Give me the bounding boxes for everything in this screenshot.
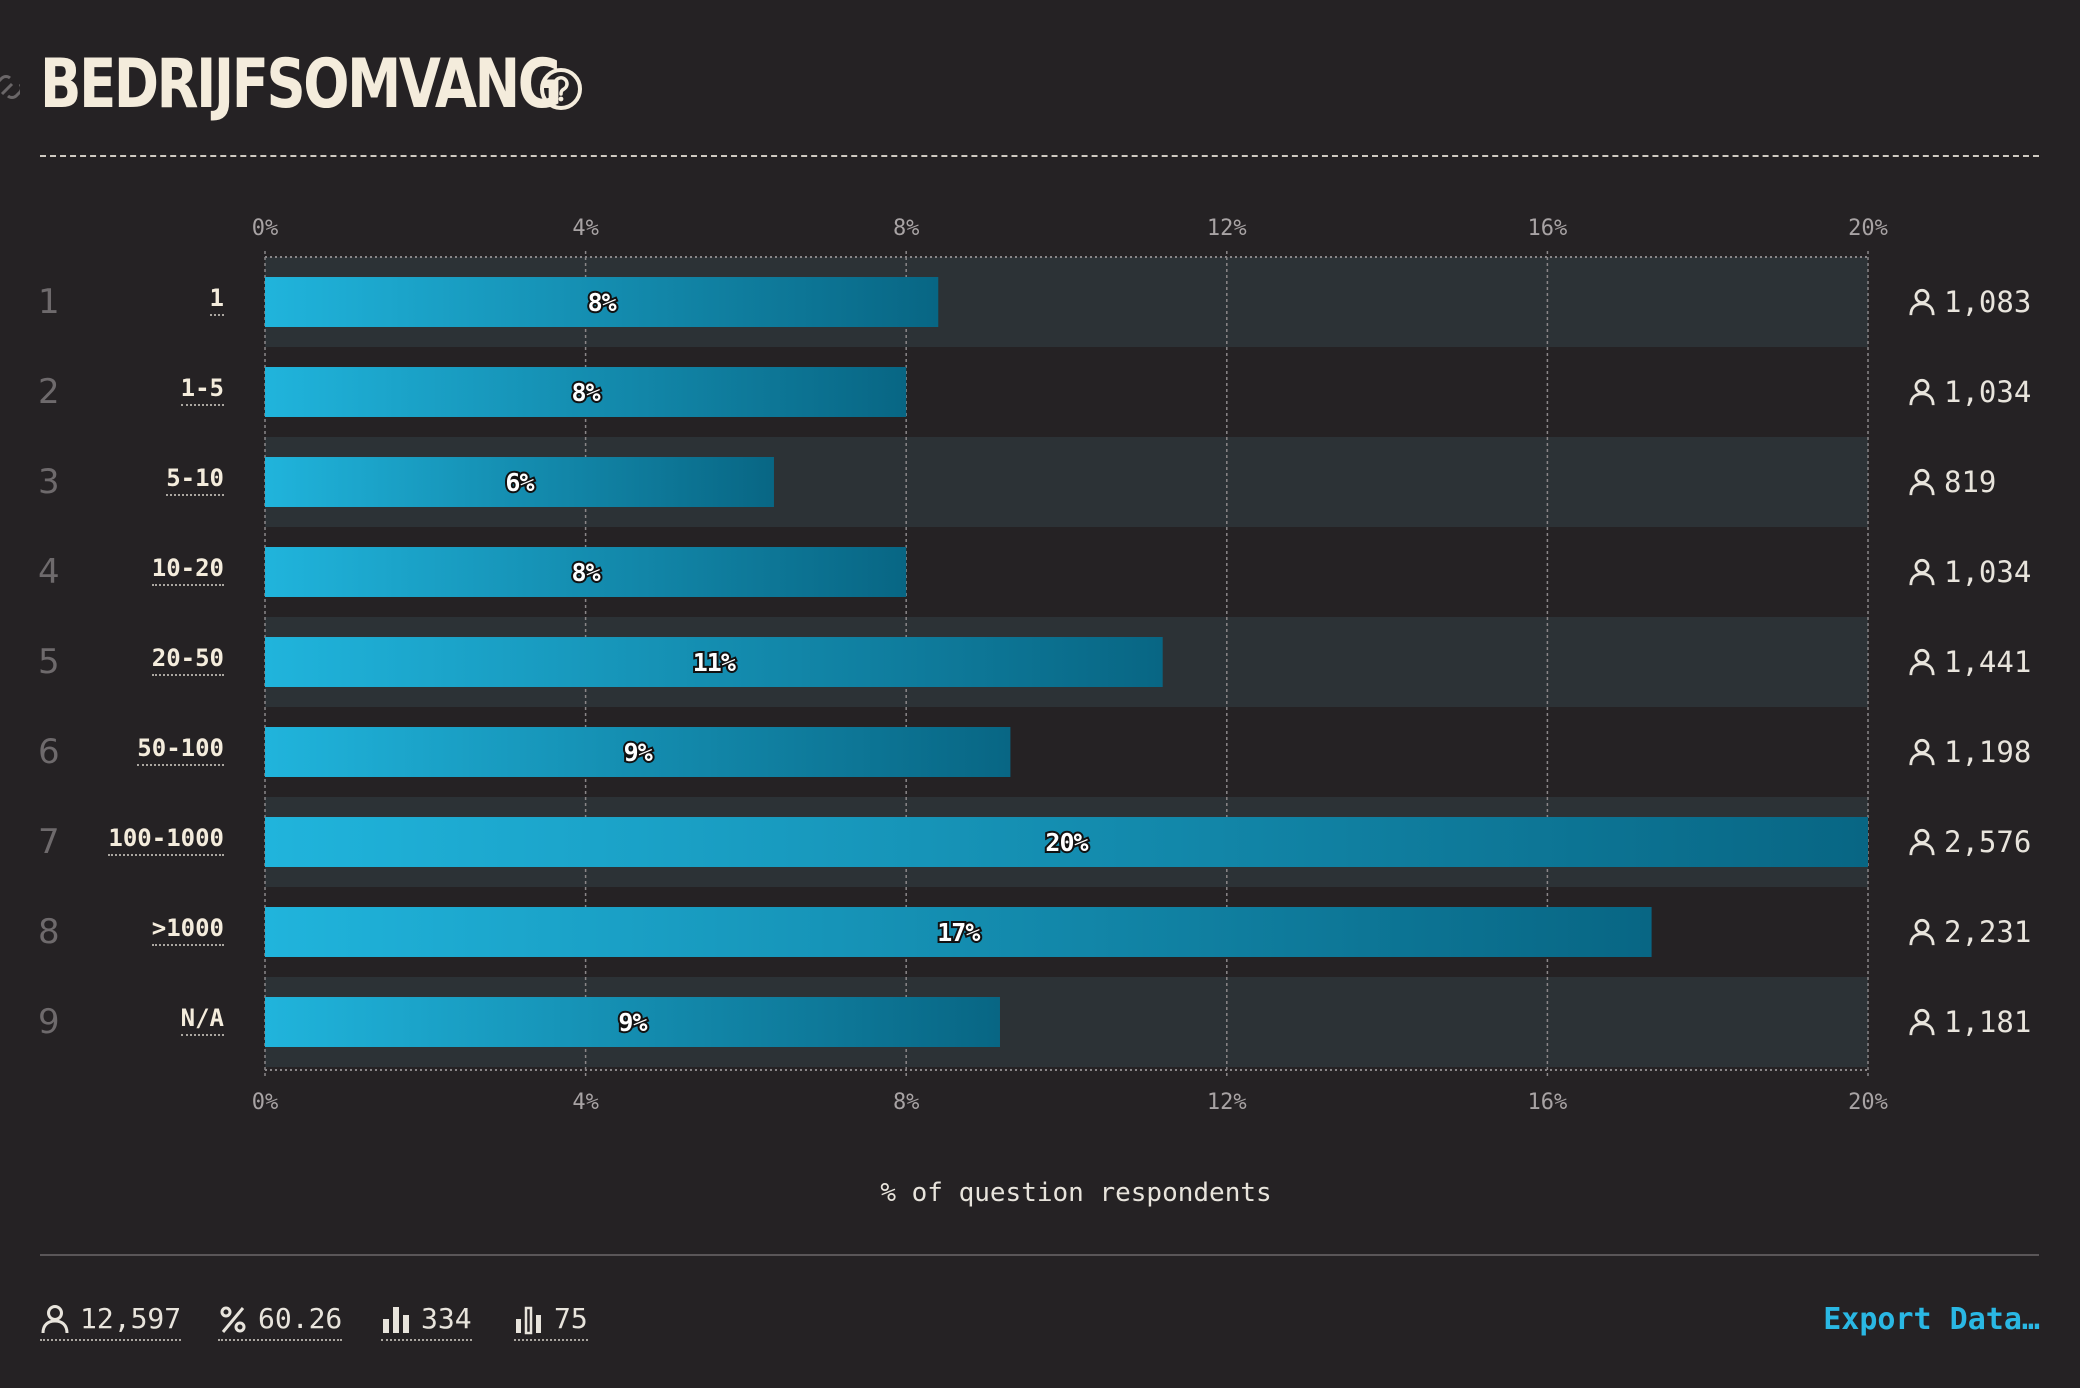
bar-7[interactable] [265,817,1868,867]
bar-data-label: 11% [693,648,736,677]
help-circle-icon[interactable] [538,66,584,112]
bar-chart: 8% 8% 6% 8% 11% 9% 20% 17% 9% [264,251,1869,1076]
bar-data-label: 8% [572,378,601,407]
percent-value: 60.26 [258,1302,343,1335]
page-title: BEDRIJFSOMVANG [40,45,562,124]
top-tick-label: 16% [1527,216,1568,241]
bar-3[interactable] [265,457,774,507]
count-value: 819 [1944,465,1997,499]
category-label[interactable]: 5-10 [166,464,224,496]
respondent-count: 1,034 [1908,375,2031,409]
respondent-count: 1,198 [1908,735,2031,769]
count-value: 1,034 [1944,375,2032,409]
user-icon [1909,558,1935,586]
questions-value: 334 [421,1302,472,1335]
answers-stat[interactable]: 75 [514,1302,588,1341]
bottom-tick-label: 20% [1848,1090,1888,1115]
count-value: 2,576 [1944,825,2032,859]
user-icon [41,1304,69,1333]
link-icon[interactable] [0,72,20,102]
bottom-tick-label: 8% [892,1090,920,1115]
user-icon [1909,828,1935,856]
row-index: 3 [38,462,60,502]
respondent-count: 1,181 [1908,1005,2031,1039]
user-icon [1909,288,1935,316]
top-tick-label: 4% [572,216,599,241]
bar-data-label: 9% [618,1008,647,1037]
questions-stat[interactable]: 334 [381,1302,472,1341]
user-icon [1909,1008,1935,1036]
bottom-tick-label: 12% [1206,1090,1247,1115]
bar-4[interactable] [265,547,907,597]
x-axis-title: % of question respondents [880,1178,1272,1208]
respondent-count: 1,034 [1908,555,2031,589]
bar-data-label: 9% [624,738,653,767]
footer-divider [40,1254,2039,1256]
category-label[interactable]: 50-100 [137,734,224,766]
row-index: 1 [38,282,60,322]
bar-chart-icon [383,1306,409,1333]
percent-stat[interactable]: 60.26 [218,1302,343,1341]
export-data-link[interactable]: Export Data… [1823,1302,2040,1337]
respondents-value: 12,597 [80,1302,182,1335]
category-label[interactable]: 1-5 [180,374,224,406]
respondent-count: 819 [1908,465,1996,499]
bar-5[interactable] [265,637,1163,687]
user-icon [1909,738,1935,766]
bar-data-label: 6% [505,468,534,497]
category-label[interactable]: 10-20 [151,554,224,586]
respondents-stat[interactable]: 12,597 [40,1302,182,1341]
bar-1[interactable] [265,277,939,327]
user-icon [1909,648,1935,676]
category-label[interactable]: N/A [180,1004,224,1036]
bottom-tick-label: 16% [1527,1090,1568,1115]
row-index: 5 [38,642,60,682]
top-tick-label: 0% [251,216,279,241]
user-icon [1909,918,1935,946]
count-value: 1,441 [1944,645,2032,679]
percent-icon [220,1306,246,1333]
respondent-count: 2,231 [1908,915,2031,949]
row-index: 8 [38,912,60,952]
bar-data-label: 17% [937,918,980,947]
answers-value: 75 [554,1302,588,1335]
top-tick-label: 20% [1848,216,1888,241]
row-index: 2 [38,372,60,412]
bottom-tick-label: 4% [572,1090,599,1115]
respondent-count: 2,576 [1908,825,2031,859]
respondent-count: 1,083 [1908,285,2031,319]
category-label[interactable]: 100-1000 [108,824,224,856]
row-index: 7 [38,822,60,862]
count-value: 1,034 [1944,555,2032,589]
bar-9[interactable] [265,997,1000,1047]
row-index: 4 [38,552,60,592]
bar-6[interactable] [265,727,1011,777]
count-value: 1,181 [1944,1005,2032,1039]
bar-data-label: 8% [572,558,601,587]
bar-data-label: 8% [588,288,617,317]
respondent-count: 1,441 [1908,645,2031,679]
bar-8[interactable] [265,907,1652,957]
bar-data-label: 20% [1045,828,1088,857]
bar-chart-outline-icon [516,1306,541,1334]
title-divider [40,155,2039,157]
category-label[interactable]: 20-50 [151,644,224,676]
top-tick-label: 8% [892,216,920,241]
category-label[interactable]: 1 [209,284,224,316]
category-label[interactable]: >1000 [151,914,224,946]
user-icon [1909,378,1935,406]
top-tick-label: 12% [1206,216,1247,241]
count-value: 1,083 [1944,285,2032,319]
bar-2[interactable] [265,367,907,417]
row-index: 6 [38,732,60,772]
bottom-tick-label: 0% [251,1090,279,1115]
count-value: 1,198 [1944,735,2032,769]
count-value: 2,231 [1944,915,2032,949]
row-index: 9 [38,1002,60,1042]
user-icon [1909,468,1935,496]
